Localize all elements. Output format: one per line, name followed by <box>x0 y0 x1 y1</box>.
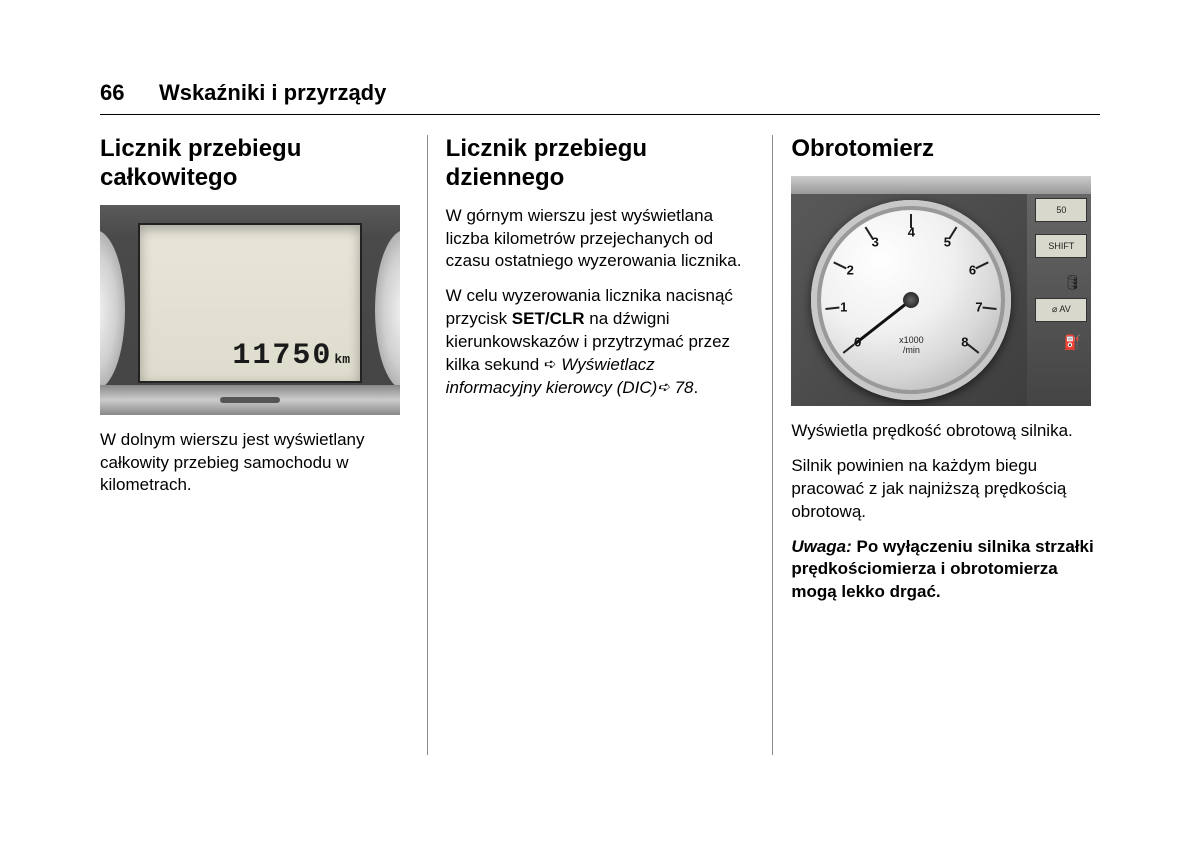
tachometer-dial: x1000 /min 0 1 2 3 4 5 6 7 8 <box>811 200 1011 400</box>
fuel-icon: ⛽ <box>1064 334 1081 351</box>
tach-unit-label: x1000 /min <box>899 336 924 356</box>
reference-arrow-icon-2: ➪ <box>657 378 670 398</box>
reference-arrow-icon: ➪ <box>544 355 557 375</box>
col2-page-ref: 78 <box>670 378 694 397</box>
col3-p2: Silnik powinien na każdym biegu pracować… <box>791 455 1100 524</box>
tach-side-readout-1: 50 <box>1035 198 1087 222</box>
col2-p1: W górnym wierszu jest wyświetlana liczba… <box>446 205 755 274</box>
odometer-trim <box>100 385 400 415</box>
section-title: Wskaźniki i przyrządy <box>159 80 386 105</box>
odometer-bezel-right <box>375 230 400 390</box>
page-header: 66 Wskaźniki i przyrządy <box>100 80 1100 115</box>
tach-number: 7 <box>975 299 982 314</box>
col3-heading: Obrotomierz <box>791 135 1100 164</box>
tach-side-panel: 50 SHIFT 🛢 ⌀ AV ⛽ <box>1027 194 1091 406</box>
tach-hub <box>903 292 919 308</box>
tach-unit-1: x1000 <box>899 335 924 345</box>
col2-heading: Licznik przebiegu dziennego <box>446 135 755 193</box>
odometer-lcd: 11750km <box>138 223 362 383</box>
tach-number: 1 <box>840 299 847 314</box>
tach-number: 6 <box>969 262 976 277</box>
col1-heading: Licznik przebiegu całkowitego <box>100 135 409 193</box>
tachometer-illustration: 50 SHIFT 🛢 ⌀ AV ⛽ x1000 /min 0 1 2 3 4 5 6 7 8 <box>791 176 1091 406</box>
tach-number: 4 <box>908 224 915 239</box>
tach-number: 8 <box>961 334 968 349</box>
odometer-trim-handle <box>220 397 280 403</box>
tach-tick <box>834 261 847 269</box>
tach-side-avg: ⌀ AV <box>1035 298 1087 322</box>
tach-tick <box>826 306 840 309</box>
page-number: 66 <box>100 80 124 106</box>
col2-setclr-label: SET/CLR <box>512 309 585 328</box>
tach-top-trim <box>791 176 1091 194</box>
odometer-reading: 11750km <box>232 339 350 373</box>
odometer-unit: km <box>334 352 350 367</box>
odometer-value: 11750 <box>232 339 332 373</box>
column-2: Licznik przebiegu dziennego W górnym wie… <box>428 135 773 755</box>
col3-p1: Wyświetla prędkość obrotową silnika. <box>791 420 1100 443</box>
column-3: Obrotomierz 50 SHIFT 🛢 ⌀ AV ⛽ x1000 /min <box>773 135 1100 755</box>
tach-number: 2 <box>847 262 854 277</box>
content-columns: Licznik przebiegu całkowitego 11750km W … <box>100 135 1100 755</box>
col2-p2: W celu wyzerowania licznika nacisnąć prz… <box>446 285 755 400</box>
tach-tick <box>967 343 979 353</box>
page-container: 66 Wskaźniki i przyrządy Licznik przebie… <box>100 80 1100 755</box>
tach-side-shift: SHIFT <box>1035 234 1087 258</box>
col3-note: Uwaga: Po wyłączeniu silnika strzałki pr… <box>791 536 1100 605</box>
oil-icon: 🛢 <box>1064 274 1082 291</box>
tach-tick <box>976 261 989 269</box>
col2-p2-end: . <box>693 378 698 397</box>
odometer-illustration: 11750km <box>100 205 400 415</box>
note-label: Uwaga: <box>791 537 851 556</box>
tach-number: 3 <box>872 235 879 250</box>
col1-body: W dolnym wierszu jest wyświetlany całkow… <box>100 429 409 498</box>
tach-number: 0 <box>854 334 861 349</box>
tach-number: 5 <box>944 235 951 250</box>
odometer-bezel-left <box>100 230 125 390</box>
tach-unit-2: /min <box>903 345 920 355</box>
column-1: Licznik przebiegu całkowitego 11750km W … <box>100 135 427 755</box>
tach-tick <box>983 306 997 309</box>
